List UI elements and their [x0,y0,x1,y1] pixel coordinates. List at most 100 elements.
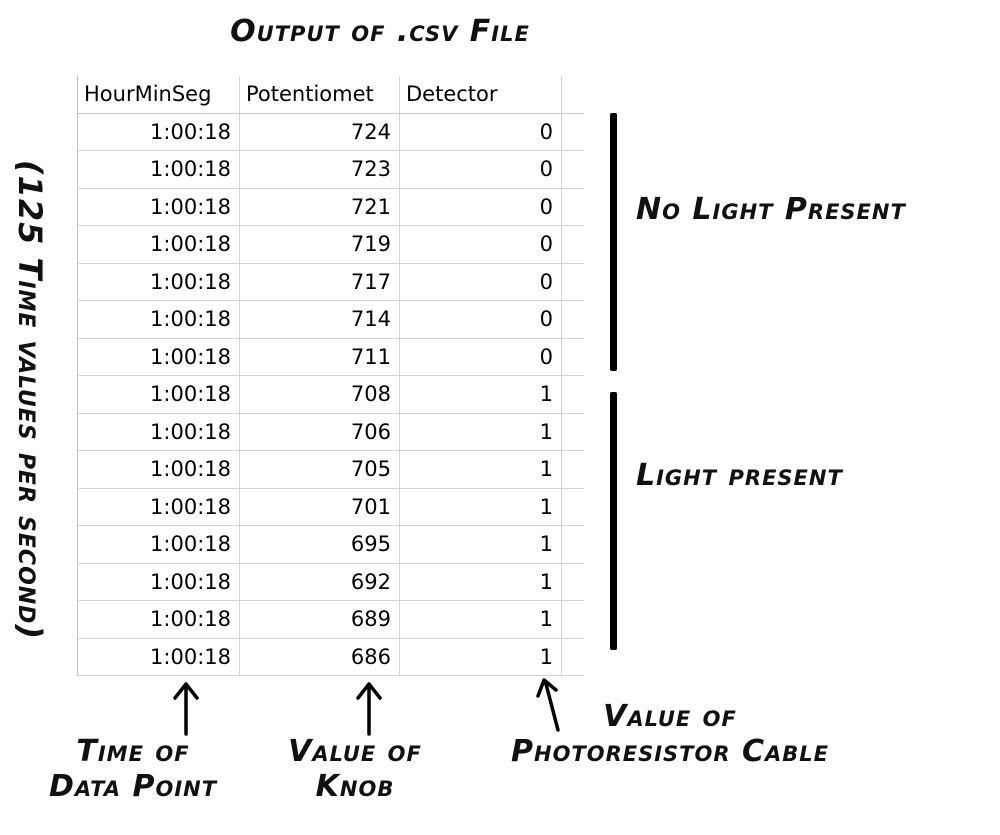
empty-cell [561,600,584,639]
data-table: HourMinSeg Potentiomet Detector 1:00:18 7… [77,76,584,676]
arrow-up-icon [356,682,382,736]
empty-cell [561,375,584,414]
table-row: 1:00:18 717 0 [77,263,584,301]
table-row: 1:00:18 689 1 [77,600,584,639]
empty-cell [561,488,584,526]
table-body: 1:00:18 724 0 1:00:18 723 0 1:00:18 721 0 1:00:18… [77,113,584,676]
empty-cell [561,225,584,264]
caption-line: Value of [603,699,737,734]
cell-time: 1:00:18 [77,225,240,264]
side-note: (125 Time values per second) [11,159,49,641]
cell-time: 1:00:18 [77,150,240,189]
no-light-bracket [610,113,617,371]
caption-line: Photoresistor Cable [511,733,829,769]
cell-potentiometer: 719 [239,225,400,264]
cell-time: 1:00:18 [77,638,240,676]
table-row: 1:00:18 723 0 [77,150,584,189]
empty-cell [561,150,584,189]
empty-cell [561,113,584,151]
cell-time: 1:00:18 [77,413,240,451]
table-row: 1:00:18 708 1 [77,375,584,414]
caption-value-of-photoresistor: Value of Photoresistor Cable [455,699,885,769]
light-label: Light present [636,458,843,493]
cell-potentiometer: 705 [239,450,400,489]
empty-column-header [561,76,584,114]
table-row: 1:00:18 724 0 [77,113,584,151]
cell-detector: 0 [399,300,562,339]
cell-potentiometer: 692 [239,563,400,601]
caption-line: Time of [76,734,190,769]
empty-cell [561,188,584,226]
cell-potentiometer: 689 [239,600,400,639]
caption-time-of-data-point: Time of Data Point [8,734,258,804]
cell-detector: 0 [399,150,562,189]
light-bracket [610,392,617,650]
table-row: 1:00:18 719 0 [77,225,584,264]
cell-time: 1:00:18 [77,113,240,151]
cell-time: 1:00:18 [77,375,240,414]
cell-potentiometer: 706 [239,413,400,451]
empty-cell [561,413,584,451]
table-row: 1:00:18 705 1 [77,450,584,489]
caption-line: Value of [288,734,422,769]
cell-potentiometer: 724 [239,113,400,151]
header-hourminseg: HourMinSeg [77,76,240,114]
cell-detector: 1 [399,638,562,676]
header-detector: Detector [399,76,562,114]
cell-detector: 1 [399,563,562,601]
cell-time: 1:00:18 [77,563,240,601]
cell-detector: 1 [399,600,562,639]
table-row: 1:00:18 711 0 [77,338,584,376]
empty-cell [561,300,584,339]
cell-time: 1:00:18 [77,450,240,489]
header-potentiometer: Potentiomet [239,76,400,114]
cell-potentiometer: 695 [239,525,400,564]
cell-detector: 0 [399,113,562,151]
caption-line: Data Point [48,768,218,804]
cell-potentiometer: 711 [239,338,400,376]
table-row: 1:00:18 714 0 [77,300,584,339]
empty-cell [561,563,584,601]
cell-detector: 0 [399,338,562,376]
cell-time: 1:00:18 [77,488,240,526]
arrow-up-icon [536,678,560,732]
cell-detector: 1 [399,488,562,526]
cell-detector: 0 [399,263,562,301]
cell-potentiometer: 723 [239,150,400,189]
cell-time: 1:00:18 [77,525,240,564]
cell-time: 1:00:18 [77,188,240,226]
table-row: 1:00:18 686 1 [77,638,584,676]
cell-potentiometer: 701 [239,488,400,526]
table-row: 1:00:18 721 0 [77,188,584,226]
cell-detector: 0 [399,188,562,226]
caption-value-of-knob: Value of Knob [265,734,445,804]
cell-time: 1:00:18 [77,263,240,301]
cell-detector: 1 [399,413,562,451]
empty-cell [561,263,584,301]
table-row: 1:00:18 695 1 [77,525,584,564]
empty-cell [561,525,584,564]
figure-title: Output of .csv File [230,14,530,49]
empty-cell [561,638,584,676]
cell-time: 1:00:18 [77,338,240,376]
table-row: 1:00:18 706 1 [77,413,584,451]
arrow-up-icon [173,682,199,736]
empty-cell [561,450,584,489]
no-light-label: No Light Present [636,192,906,227]
cell-detector: 1 [399,375,562,414]
cell-potentiometer: 714 [239,300,400,339]
cell-detector: 1 [399,525,562,564]
cell-time: 1:00:18 [77,300,240,339]
empty-cell [561,338,584,376]
cell-potentiometer: 721 [239,188,400,226]
caption-line: Knob [315,768,395,804]
table-row: 1:00:18 692 1 [77,563,584,601]
cell-potentiometer: 708 [239,375,400,414]
cell-detector: 1 [399,450,562,489]
csv-spreadsheet: HourMinSeg Potentiomet Detector 1:00:18 7… [77,76,587,676]
header-row: HourMinSeg Potentiomet Detector [77,76,584,114]
table-row: 1:00:18 701 1 [77,488,584,526]
cell-time: 1:00:18 [77,600,240,639]
cell-potentiometer: 717 [239,263,400,301]
cell-potentiometer: 686 [239,638,400,676]
